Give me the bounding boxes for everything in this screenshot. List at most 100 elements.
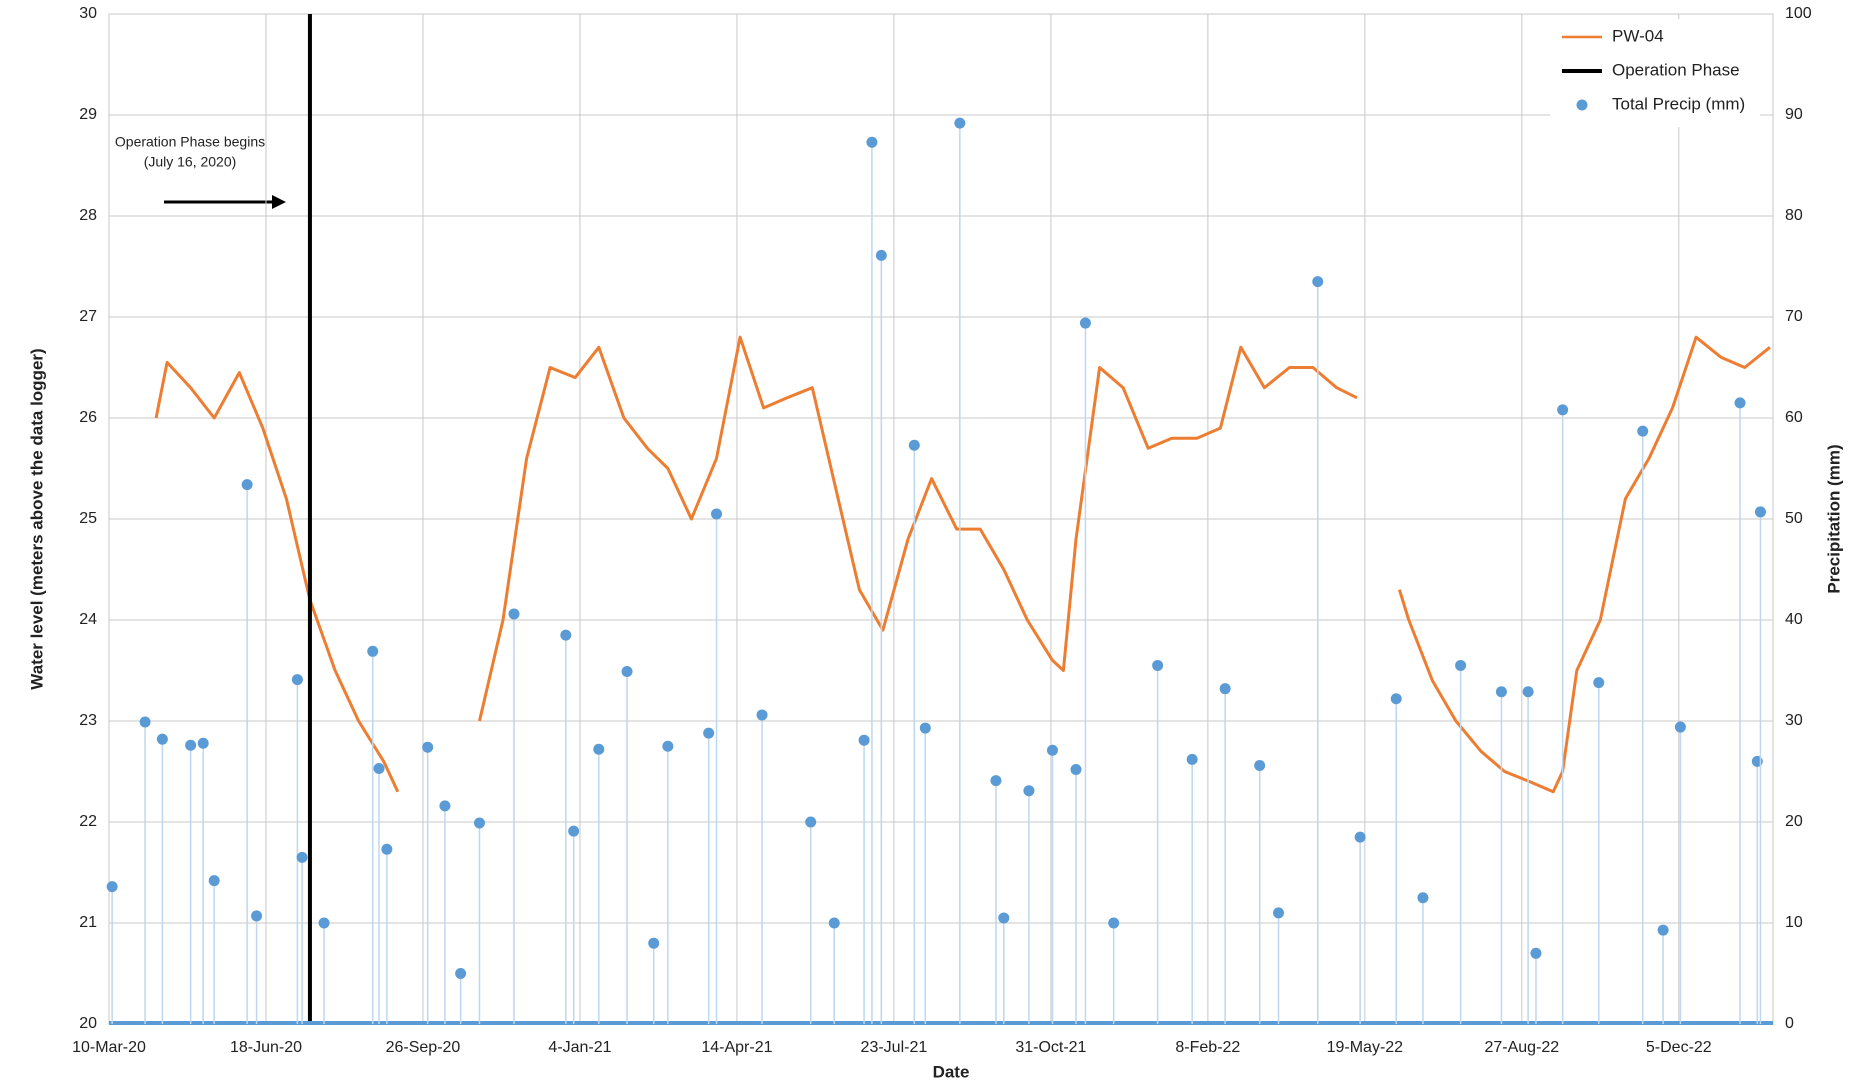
precip-point (662, 740, 674, 752)
legend-label: Operation Phase (1612, 60, 1740, 79)
precip-point (1046, 744, 1058, 756)
precip-point (439, 800, 451, 812)
precip-point (367, 645, 379, 657)
precip-point (621, 666, 633, 678)
precip-point (1254, 759, 1266, 771)
y-tick-label: 28 (79, 207, 97, 224)
x-tick-label: 18-Jun-20 (230, 1039, 302, 1056)
x-tick-label: 23-Jul-21 (861, 1039, 928, 1056)
precip-point (473, 817, 485, 829)
precip-point (1273, 907, 1285, 919)
x-tick-label: 10-Mar-20 (72, 1039, 146, 1056)
precip-point (1637, 425, 1649, 437)
y2-tick-label: 50 (1785, 510, 1803, 527)
annotation: (July 16, 2020) (144, 154, 237, 170)
precip-point (560, 629, 572, 641)
precip-point (1530, 947, 1542, 959)
precip-point (241, 479, 253, 491)
precip-point (185, 739, 197, 751)
x-tick-label: 19-May-22 (1327, 1039, 1404, 1056)
y2-tick-label: 20 (1785, 813, 1803, 830)
y-tick-label: 21 (79, 914, 97, 931)
precip-point (106, 881, 118, 893)
precip-point (1079, 317, 1091, 329)
precip-point (1734, 397, 1746, 409)
line (1397, 335, 1771, 794)
x-tick-label: 31-Oct-21 (1015, 1039, 1086, 1056)
line (478, 335, 1358, 722)
y2-tick-label: 40 (1785, 611, 1803, 628)
y-tick-label: 24 (79, 611, 97, 628)
precip-point (919, 722, 931, 734)
precip-point (805, 816, 817, 828)
precip-point (1522, 686, 1534, 698)
precip-point (1152, 659, 1164, 671)
y-tick-label: 27 (79, 308, 97, 325)
annotation-arrow (164, 195, 286, 209)
precip-point (568, 825, 580, 837)
precip-point (1186, 753, 1198, 765)
precip-point (1390, 693, 1402, 705)
precip-point (1674, 721, 1686, 733)
precip-point (139, 716, 151, 728)
precip-point (756, 709, 768, 721)
legend-label: PW-04 (1612, 26, 1664, 45)
precip-point (422, 741, 434, 753)
x-tick-label: 5-Dec-22 (1646, 1039, 1712, 1056)
y-tick-label: 29 (79, 106, 97, 123)
precip-point (1417, 892, 1429, 904)
y2-tick-label: 100 (1785, 5, 1812, 22)
precip-point (1754, 506, 1766, 518)
precip-point (197, 737, 209, 749)
precip-point (954, 117, 966, 129)
precip-point (251, 910, 263, 922)
y-tick-label: 20 (79, 1015, 97, 1032)
precip-point (508, 608, 520, 620)
precip-point (296, 851, 308, 863)
y-tick-label: 23 (79, 712, 97, 729)
y2-tick-label: 0 (1785, 1015, 1794, 1032)
x-axis-label: Date (933, 1062, 970, 1081)
precip-point (998, 912, 1010, 924)
precip-point (208, 875, 220, 887)
precip-point (1312, 276, 1324, 288)
precip-point (1495, 686, 1507, 698)
precip-point (381, 843, 393, 855)
precip-point (1657, 924, 1669, 936)
precip-point (373, 762, 385, 774)
y2-tick-label: 30 (1785, 712, 1803, 729)
x-tick-label: 4-Jan-21 (548, 1039, 611, 1056)
precip-point (1354, 831, 1366, 843)
precip-point (291, 674, 303, 686)
precip-point (1070, 763, 1082, 775)
y-tick-label: 22 (79, 813, 97, 830)
precip-point (648, 937, 660, 949)
precip-point (455, 968, 467, 979)
x-tick-label: 27-Aug-22 (1484, 1039, 1559, 1056)
precip-point (593, 743, 605, 755)
precip-point (711, 508, 723, 520)
precip-point (875, 249, 887, 261)
precip-point (156, 733, 168, 745)
line (154, 360, 400, 793)
y-tick-label: 26 (79, 409, 97, 426)
y-tick-label: 25 (79, 510, 97, 527)
y2-tick-label: 70 (1785, 308, 1803, 325)
y2-tick-label: 80 (1785, 207, 1803, 224)
precip-point (1455, 659, 1467, 671)
precip-point (908, 439, 920, 451)
precip-point (1108, 917, 1120, 929)
y-axis-label: Water level (meters above the data logge… (27, 348, 46, 689)
precip-point (990, 775, 1002, 787)
precip-point (858, 734, 870, 746)
x-tick-label: 14-Apr-21 (701, 1039, 772, 1056)
precip-point (866, 136, 878, 148)
precip-point (318, 917, 330, 929)
x-tick-label: 8-Feb-22 (1175, 1039, 1240, 1056)
y-tick-label: 30 (79, 5, 97, 22)
precip-point (828, 917, 840, 929)
precip-point (1023, 785, 1035, 797)
y2-tick-label: 60 (1785, 409, 1803, 426)
legend-label: Total Precip (mm) (1612, 94, 1745, 113)
